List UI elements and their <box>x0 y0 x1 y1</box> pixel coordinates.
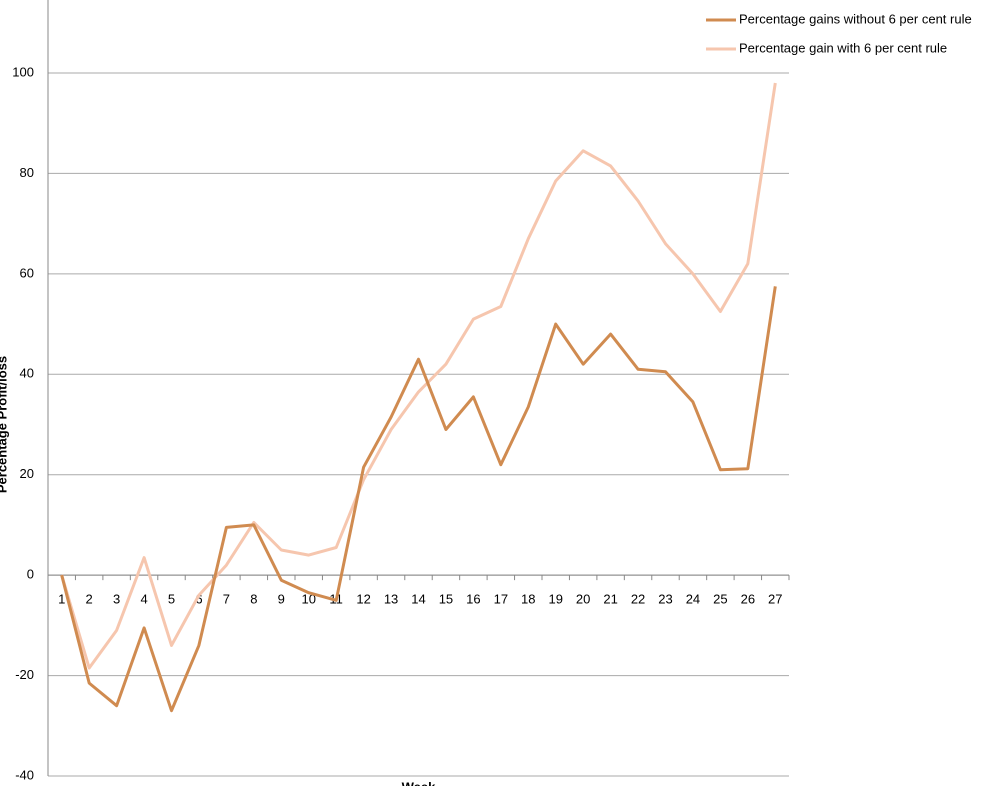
x-tick-label: 7 <box>223 592 230 607</box>
x-tick-label: 27 <box>768 592 782 607</box>
x-tick-label: 13 <box>384 592 398 607</box>
x-tick-label: 8 <box>250 592 257 607</box>
x-tick-label: 24 <box>686 592 700 607</box>
x-tick-label: 1 <box>58 592 65 607</box>
x-tick-label: 5 <box>168 592 175 607</box>
x-tick-label: 18 <box>521 592 535 607</box>
x-tick-label: 20 <box>576 592 590 607</box>
y-tick-label: 0 <box>27 567 34 582</box>
x-tick-label: 23 <box>658 592 672 607</box>
legend-label: Percentage gains without 6 per cent rule <box>739 11 972 26</box>
x-axis-label: Week <box>402 779 436 786</box>
y-tick-label: 100 <box>12 64 34 79</box>
y-tick-label: 40 <box>20 366 34 381</box>
x-tick-label: 15 <box>439 592 453 607</box>
x-tick-label: 10 <box>301 592 315 607</box>
y-tick-label: -40 <box>15 767 34 782</box>
x-tick-label: 12 <box>356 592 370 607</box>
x-tick-label: 6 <box>195 592 202 607</box>
x-tick-label: 16 <box>466 592 480 607</box>
y-tick-label: 80 <box>20 165 34 180</box>
x-tick-label: 3 <box>113 592 120 607</box>
x-tick-label: 2 <box>86 592 93 607</box>
series-line <box>60 82 777 670</box>
x-tick-label: 22 <box>631 592 645 607</box>
series-line <box>60 286 777 713</box>
x-tick-label: 17 <box>494 592 508 607</box>
x-tick-label: 26 <box>741 592 755 607</box>
x-tick-label: 4 <box>140 592 147 607</box>
x-tick-label: 9 <box>278 592 285 607</box>
y-tick-label: 60 <box>20 265 34 280</box>
x-tick-label: 14 <box>411 592 425 607</box>
y-tick-label: 20 <box>20 466 34 481</box>
legend-label: Percentage gain with 6 per cent rule <box>739 40 947 55</box>
x-tick-label: 25 <box>713 592 727 607</box>
x-tick-label: 21 <box>603 592 617 607</box>
x-tick-label: 19 <box>548 592 562 607</box>
y-tick-label: -20 <box>15 667 34 682</box>
y-axis-label: Percentage Profit/loss <box>0 356 9 493</box>
